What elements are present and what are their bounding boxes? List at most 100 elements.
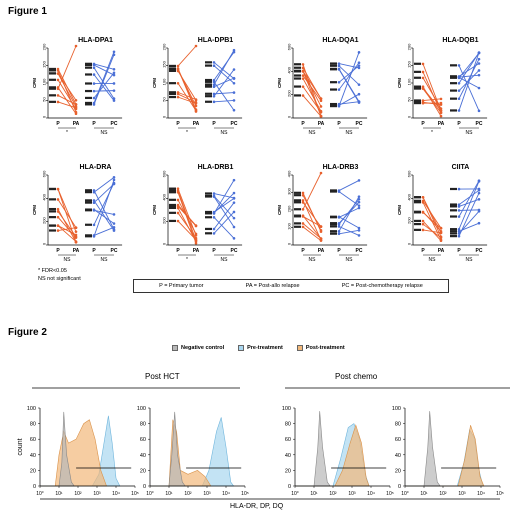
paired-line-post-chemo (338, 226, 360, 236)
y-tick-label: 400 (162, 193, 167, 200)
data-point-primary (421, 196, 425, 199)
data-point-primary (212, 83, 216, 86)
data-point-primary (56, 86, 60, 89)
figure1-title: Figure 1 (8, 6, 47, 17)
negative-control-histogram (150, 411, 186, 487)
data-point-post-allo (439, 108, 443, 112)
data-point-primary (56, 207, 60, 211)
sig-label: NS (64, 257, 72, 263)
data-point-primary (212, 78, 216, 82)
panel-title: HLA-DQB1 (442, 37, 478, 44)
sample-label (294, 222, 301, 225)
data-point-post-chemo (232, 77, 236, 80)
y-tick-label: 0 (287, 115, 292, 118)
sample-label (49, 72, 56, 75)
figure2-title: Figure 2 (8, 327, 47, 338)
sample-label (450, 64, 457, 67)
sample-label (414, 76, 421, 79)
paired-line-post-allo (177, 83, 197, 111)
sample-label (414, 201, 421, 204)
paired-line-post-chemo (458, 65, 480, 112)
x-tick-label: 10¹ (165, 491, 173, 497)
sample-label (169, 187, 176, 190)
sample-label (330, 62, 337, 65)
paired-line-post-chemo (213, 196, 235, 228)
data-point-primary (421, 70, 425, 74)
data-point-primary (92, 96, 96, 100)
data-point-post-chemo (477, 73, 481, 77)
sample-label (450, 209, 457, 212)
sample-label (85, 209, 92, 212)
paired-line-post-chemo (213, 77, 235, 88)
paired-line-post-allo (57, 225, 77, 242)
data-point-post-chemo (477, 208, 481, 212)
data-point-primary (301, 208, 305, 211)
sample-label (205, 100, 212, 103)
x-tick-label: P (56, 248, 60, 254)
data-point-primary (337, 189, 341, 192)
group-post-chemo: Post chemo (335, 372, 378, 381)
data-point-post-allo (194, 104, 198, 108)
x-tick-label: 10³ (348, 491, 356, 497)
sample-label (169, 64, 176, 68)
paired-line-post-chemo (213, 211, 235, 234)
data-point-post-allo (74, 230, 78, 233)
data-point-primary (56, 67, 60, 71)
data-point-post-chemo (357, 61, 361, 65)
sample-label (205, 85, 212, 88)
sample-label (414, 210, 421, 213)
paired-line-post-chemo (458, 63, 480, 77)
y-tick-label: 50 (407, 97, 412, 102)
sample-label (294, 63, 301, 66)
sample-label (85, 73, 92, 76)
sig-label: NS (466, 130, 474, 136)
sample-label (330, 105, 337, 108)
data-point-post-chemo (232, 81, 236, 85)
x-tick-label: 10¹ (55, 491, 63, 497)
data-point-post-chemo (477, 109, 481, 113)
sample-label (205, 216, 212, 219)
paired-line-post-allo (57, 101, 77, 109)
sig-label: * (431, 130, 433, 136)
data-point-post-allo (319, 105, 323, 108)
sig-label: * (186, 257, 188, 263)
paired-line-post-allo (302, 226, 322, 242)
sample-label (450, 75, 457, 78)
y-tick-label: 0 (42, 115, 47, 118)
histogram-panel: 0 20 40 60 80 100 10° 10¹ 10² 10³ 10⁴ 10⁵ (282, 406, 394, 497)
data-point-post-chemo (357, 234, 361, 237)
paired-line-post-allo (302, 216, 322, 227)
data-point-post-allo (439, 97, 443, 101)
data-point-primary (337, 81, 341, 84)
data-point-post-allo (194, 241, 198, 245)
data-point-primary (301, 222, 305, 225)
sample-label (169, 206, 176, 210)
x-tick-label: 10° (401, 491, 409, 497)
y-tick-label: 150 (407, 60, 412, 67)
paired-line-post-allo (57, 188, 77, 232)
data-point-primary (421, 210, 425, 214)
sig-label: * (186, 130, 188, 136)
data-point-primary (457, 75, 461, 78)
x-tick-label: 10⁴ (112, 491, 120, 497)
sample-label (169, 95, 176, 99)
paired-line-post-chemo (213, 65, 235, 84)
data-point-post-allo (194, 98, 198, 102)
x-tick-label: 10³ (203, 491, 211, 497)
data-point-primary (421, 76, 425, 80)
data-point-post-chemo (112, 225, 116, 229)
x-tick-label: 10° (146, 491, 154, 497)
paired-line-post-chemo (338, 216, 360, 229)
sample-label (330, 102, 337, 106)
data-point-primary (176, 64, 180, 68)
y-tick-label: 0 (143, 484, 146, 490)
data-point-primary (212, 194, 216, 198)
sample-label (85, 82, 92, 85)
data-point-primary (337, 88, 341, 91)
sample-label (450, 205, 457, 208)
data-point-primary (92, 89, 96, 93)
paired-line-post-allo (302, 202, 322, 227)
sample-label (330, 225, 337, 228)
data-point-primary (176, 187, 180, 191)
